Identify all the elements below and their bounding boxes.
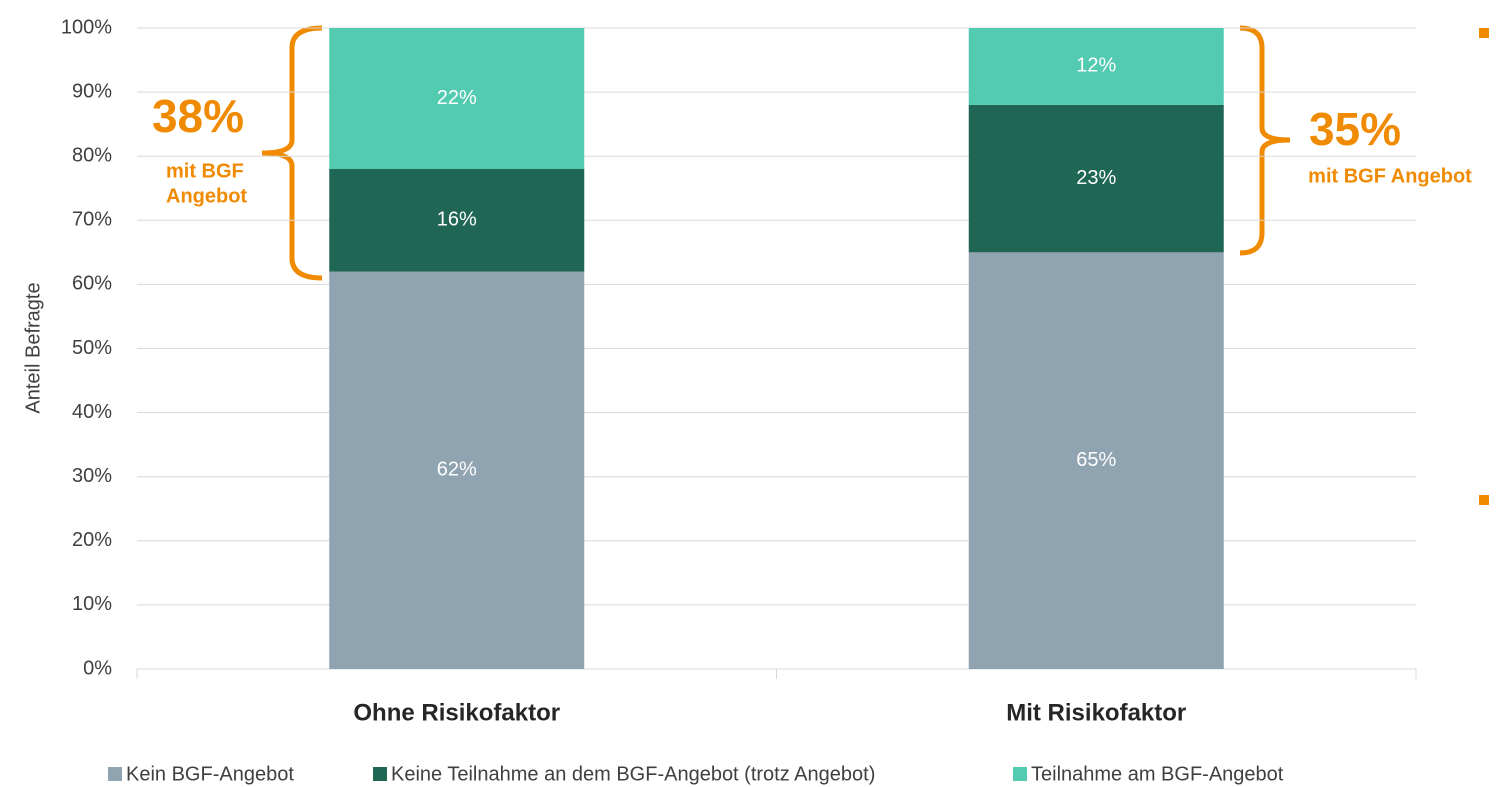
bar-segment (968, 252, 1224, 669)
y-tick-label: 30% (72, 465, 112, 487)
bar-segment (968, 28, 1224, 105)
annotation: mit BGF (166, 160, 244, 182)
bar-segment (968, 104, 1224, 253)
x-tick-label: Mit Risikofaktor (1006, 699, 1186, 726)
legend-swatch (108, 767, 122, 781)
data-label: 62% (437, 459, 477, 481)
x-tick-label: Ohne Risikofaktor (353, 699, 560, 726)
annotation: 35% (1309, 103, 1401, 155)
y-tick-label: 70% (72, 209, 112, 231)
data-label: 23% (1076, 167, 1116, 189)
brace (1239, 25, 1291, 256)
y-tick-label: 10% (72, 593, 112, 615)
data-label: 16% (437, 209, 477, 231)
y-tick-label: 0% (83, 657, 112, 679)
bar-segment (329, 271, 585, 669)
y-tick-label: 40% (72, 401, 112, 423)
data-label: 22% (437, 87, 477, 109)
data-label: 12% (1076, 55, 1116, 77)
bar-segment (329, 28, 585, 170)
legend-swatch (1013, 767, 1027, 781)
bullet (1479, 28, 1489, 38)
y-tick-label: 60% (72, 273, 112, 295)
data-label: 65% (1076, 449, 1116, 471)
annotation: mit BGF Angebot (1308, 165, 1472, 187)
y-tick-label: 50% (72, 337, 112, 359)
legend-swatch (373, 767, 387, 781)
y-tick-label: 100% (61, 16, 112, 38)
y-tick-label: 80% (72, 144, 112, 166)
brace (261, 25, 323, 281)
y-axis-label: Anteil Befragte (22, 282, 44, 413)
legend-label: Keine Teilnahme an dem BGF-Angebot (trot… (391, 763, 875, 785)
annotation: 38% (152, 90, 244, 142)
y-tick-label: 20% (72, 529, 112, 551)
legend-label: Teilnahme am BGF-Angebot (1031, 763, 1284, 785)
bullet (1479, 495, 1489, 505)
y-tick-label: 90% (72, 80, 112, 102)
bar-segment (329, 169, 585, 272)
legend-label: Kein BGF-Angebot (126, 763, 294, 785)
annotation: Angebot (166, 185, 247, 207)
